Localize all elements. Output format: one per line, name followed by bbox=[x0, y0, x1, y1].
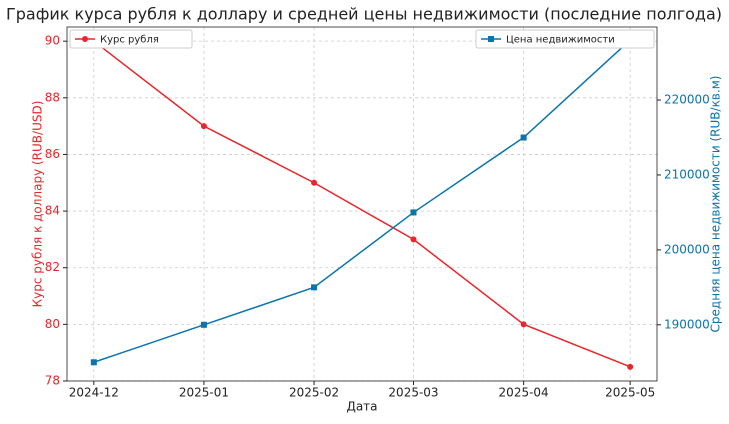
y-tick-label: 88 bbox=[45, 90, 60, 104]
y-tick-label: 80 bbox=[45, 317, 60, 331]
plot-frame bbox=[66, 26, 658, 382]
chart-title: График курса рубля к доллару и средней ц… bbox=[6, 5, 722, 24]
data-point bbox=[200, 321, 207, 328]
legend-marker bbox=[488, 36, 494, 42]
x-tick-label: 2025-05 bbox=[605, 386, 655, 400]
legend-label: Курс рубля bbox=[100, 35, 159, 46]
y2-tick-label: 210000 bbox=[664, 167, 710, 181]
x-tick-label: 2024-12 bbox=[69, 386, 119, 400]
y-tick-label: 86 bbox=[45, 147, 60, 161]
data-point bbox=[627, 363, 634, 370]
x-tick-label: 2025-02 bbox=[289, 386, 339, 400]
y2-tick-label: 190000 bbox=[664, 317, 710, 331]
legend-label: Цена недвижимости bbox=[506, 35, 615, 46]
data-point bbox=[410, 209, 417, 216]
data-point bbox=[410, 236, 417, 243]
x-tick-label: 2025-04 bbox=[499, 386, 549, 400]
legend-box bbox=[69, 29, 193, 49]
x-tick-label: 2025-01 bbox=[179, 386, 229, 400]
legend-marker bbox=[82, 36, 88, 42]
data-point bbox=[200, 123, 207, 130]
y-tick-label: 84 bbox=[45, 204, 60, 218]
y2-tick-label: 220000 bbox=[664, 93, 710, 107]
series-line bbox=[93, 40, 631, 368]
data-point bbox=[311, 179, 318, 186]
series-line bbox=[93, 39, 631, 363]
legend-box bbox=[475, 29, 655, 49]
y-axis-label: Курс рубля к доллару (RUB/USD) bbox=[31, 101, 45, 308]
y-tick-label: 90 bbox=[45, 34, 60, 48]
data-point bbox=[520, 134, 527, 141]
grid bbox=[67, 27, 657, 382]
data-point bbox=[90, 359, 97, 366]
y2-tick-label: 200000 bbox=[664, 242, 710, 256]
data-point bbox=[311, 284, 318, 291]
y-tick-label: 82 bbox=[45, 260, 60, 274]
y-tick-label: 78 bbox=[45, 374, 60, 388]
x-axis-label: Дата bbox=[346, 400, 377, 414]
x-tick-label: 2025-03 bbox=[388, 386, 438, 400]
data-point bbox=[520, 321, 527, 328]
y2-axis-label: Средняя цена недвижимости (RUB/кв.м) bbox=[709, 76, 723, 333]
